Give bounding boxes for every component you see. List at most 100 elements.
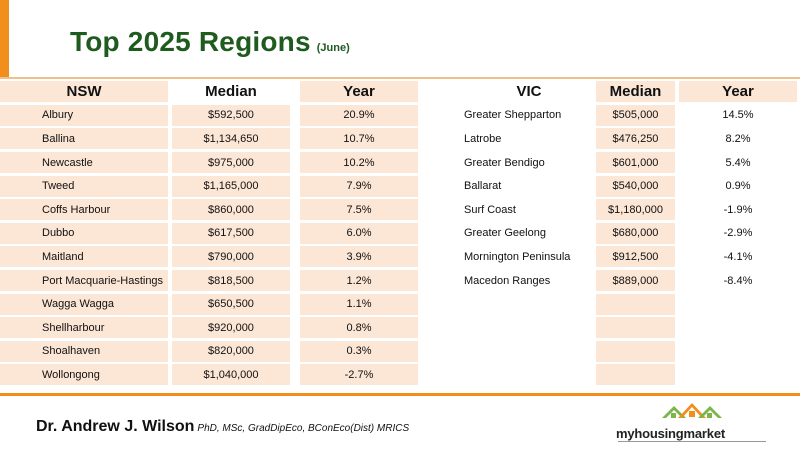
vic-region-cell: Surf Coast xyxy=(462,199,596,221)
myhousingmarket-logo: myhousingmarket xyxy=(616,400,772,442)
nsw-median-cell: $818,500 xyxy=(172,270,290,292)
nsw-year-cell: 10.7% xyxy=(300,128,418,150)
vic-region-cell xyxy=(462,364,596,386)
nsw-year-cell: 7.9% xyxy=(300,175,418,197)
nsw-row: Tweed $1,165,000 7.9% xyxy=(0,174,420,198)
nsw-median-cell: $790,000 xyxy=(172,246,290,268)
nsw-row: Maitland $790,000 3.9% xyxy=(0,245,420,269)
vic-header-year: Year xyxy=(679,81,797,103)
vic-row: Surf Coast $1,180,000 -1.9% xyxy=(462,198,800,222)
nsw-median-cell: $975,000 xyxy=(172,152,290,174)
vic-rows: Greater Shepparton $505,000 14.5% Latrobe $4… xyxy=(462,104,800,387)
vic-row: Mornington Peninsula $912,500 -4.1% xyxy=(462,245,800,269)
vic-region-cell: Greater Geelong xyxy=(462,222,596,244)
logo-wordmark: myhousingmarket xyxy=(616,426,725,441)
nsw-rows: Albury $592,500 20.9% Ballina $1,134,650 10.7… xyxy=(0,104,420,387)
vic-median-cell xyxy=(596,340,675,362)
nsw-year-cell: 10.2% xyxy=(300,152,418,174)
vic-year-cell xyxy=(679,364,797,386)
vic-region-cell: Latrobe xyxy=(462,128,596,150)
page-title: Top 2025 Regions xyxy=(70,26,311,57)
nsw-year-cell: 20.9% xyxy=(300,104,418,126)
vic-year-cell xyxy=(679,293,797,315)
nsw-header-row: NSW Median Year xyxy=(0,80,420,104)
nsw-row: Shellharbour $920,000 0.8% xyxy=(0,316,420,340)
nsw-row: Albury $592,500 20.9% xyxy=(0,104,420,128)
vic-median-cell xyxy=(596,317,675,339)
vic-year-cell: 14.5% xyxy=(679,104,797,126)
nsw-region-cell: Newcastle xyxy=(0,152,168,174)
vic-year-cell: -4.1% xyxy=(679,246,797,268)
nsw-median-cell: $617,500 xyxy=(172,222,290,244)
nsw-table: NSW Median Year Albury $592,500 20.9% Balli… xyxy=(0,80,420,387)
nsw-year-cell: 0.3% xyxy=(300,340,418,362)
vic-median-cell: $680,000 xyxy=(596,222,675,244)
nsw-year-cell: 7.5% xyxy=(300,199,418,221)
vic-region-cell: Greater Shepparton xyxy=(462,104,596,126)
nsw-median-cell: $650,500 xyxy=(172,293,290,315)
vic-region-cell: Greater Bendigo xyxy=(462,152,596,174)
vic-year-cell: -8.4% xyxy=(679,270,797,292)
vic-row xyxy=(462,292,800,316)
vic-row: Greater Bendigo $601,000 5.4% xyxy=(462,151,800,175)
title-divider xyxy=(0,77,800,79)
vic-region-cell xyxy=(462,293,596,315)
page-title-block: Top 2025 Regions (June) xyxy=(70,26,350,58)
vic-median-cell: $476,250 xyxy=(596,128,675,150)
nsw-row: Shoalhaven $820,000 0.3% xyxy=(0,340,420,364)
vic-year-cell xyxy=(679,340,797,362)
vic-row: Macedon Ranges $889,000 -8.4% xyxy=(462,269,800,293)
vic-header-median: Median xyxy=(596,81,675,103)
nsw-region-cell: Port Macquarie-Hastings xyxy=(0,270,168,292)
nsw-median-cell: $1,165,000 xyxy=(172,175,290,197)
vic-row: Greater Geelong $680,000 -2.9% xyxy=(462,222,800,246)
vic-median-cell: $601,000 xyxy=(596,152,675,174)
vic-table: VIC Median Year Greater Shepparton $505,0… xyxy=(462,80,800,387)
vic-region-cell: Macedon Ranges xyxy=(462,270,596,292)
nsw-region-cell: Coffs Harbour xyxy=(0,199,168,221)
vic-year-cell: 8.2% xyxy=(679,128,797,150)
nsw-region-cell: Dubbo xyxy=(0,222,168,244)
nsw-region-cell: Shoalhaven xyxy=(0,340,168,362)
vic-year-cell: 5.4% xyxy=(679,152,797,174)
vic-region-cell xyxy=(462,317,596,339)
vic-header-region: VIC xyxy=(462,81,596,103)
vic-row: Ballarat $540,000 0.9% xyxy=(462,174,800,198)
nsw-year-cell: -2.7% xyxy=(300,364,418,386)
vic-median-cell: $912,500 xyxy=(596,246,675,268)
vic-row xyxy=(462,363,800,387)
nsw-year-cell: 6.0% xyxy=(300,222,418,244)
nsw-row: Ballina $1,134,650 10.7% xyxy=(0,127,420,151)
vic-year-cell: -1.9% xyxy=(679,199,797,221)
vic-year-cell: -2.9% xyxy=(679,222,797,244)
nsw-year-cell: 3.9% xyxy=(300,246,418,268)
nsw-median-cell: $820,000 xyxy=(172,340,290,362)
author-qualifications: PhD, MSc, GradDipEco, BConEco(Dist) MRIC… xyxy=(197,423,410,434)
nsw-median-cell: $592,500 xyxy=(172,104,290,126)
vic-region-cell xyxy=(462,340,596,362)
author-credit: Dr. Andrew J. Wilson PhD, MSc, GradDipEc… xyxy=(36,418,409,436)
nsw-year-cell: 1.1% xyxy=(300,293,418,315)
vic-header-row: VIC Median Year xyxy=(462,80,800,104)
nsw-header-median: Median xyxy=(172,81,290,103)
house-roofs-icon xyxy=(662,403,722,418)
nsw-header-year: Year xyxy=(300,81,418,103)
nsw-region-cell: Ballina xyxy=(0,128,168,150)
vic-row xyxy=(462,340,800,364)
nsw-region-cell: Albury xyxy=(0,104,168,126)
nsw-year-cell: 0.8% xyxy=(300,317,418,339)
vic-region-cell: Mornington Peninsula xyxy=(462,246,596,268)
vic-median-cell: $540,000 xyxy=(596,175,675,197)
vic-row xyxy=(462,316,800,340)
nsw-row: Wollongong $1,040,000 -2.7% xyxy=(0,363,420,387)
vic-year-cell: 0.9% xyxy=(679,175,797,197)
vic-row: Greater Shepparton $505,000 14.5% xyxy=(462,104,800,128)
nsw-year-cell: 1.2% xyxy=(300,270,418,292)
accent-bar xyxy=(0,0,9,78)
author-name: Dr. Andrew J. Wilson xyxy=(36,418,195,435)
nsw-row: Newcastle $975,000 10.2% xyxy=(0,151,420,175)
nsw-median-cell: $860,000 xyxy=(172,199,290,221)
nsw-region-cell: Wollongong xyxy=(0,364,168,386)
footer-divider xyxy=(0,393,800,396)
nsw-region-cell: Shellharbour xyxy=(0,317,168,339)
